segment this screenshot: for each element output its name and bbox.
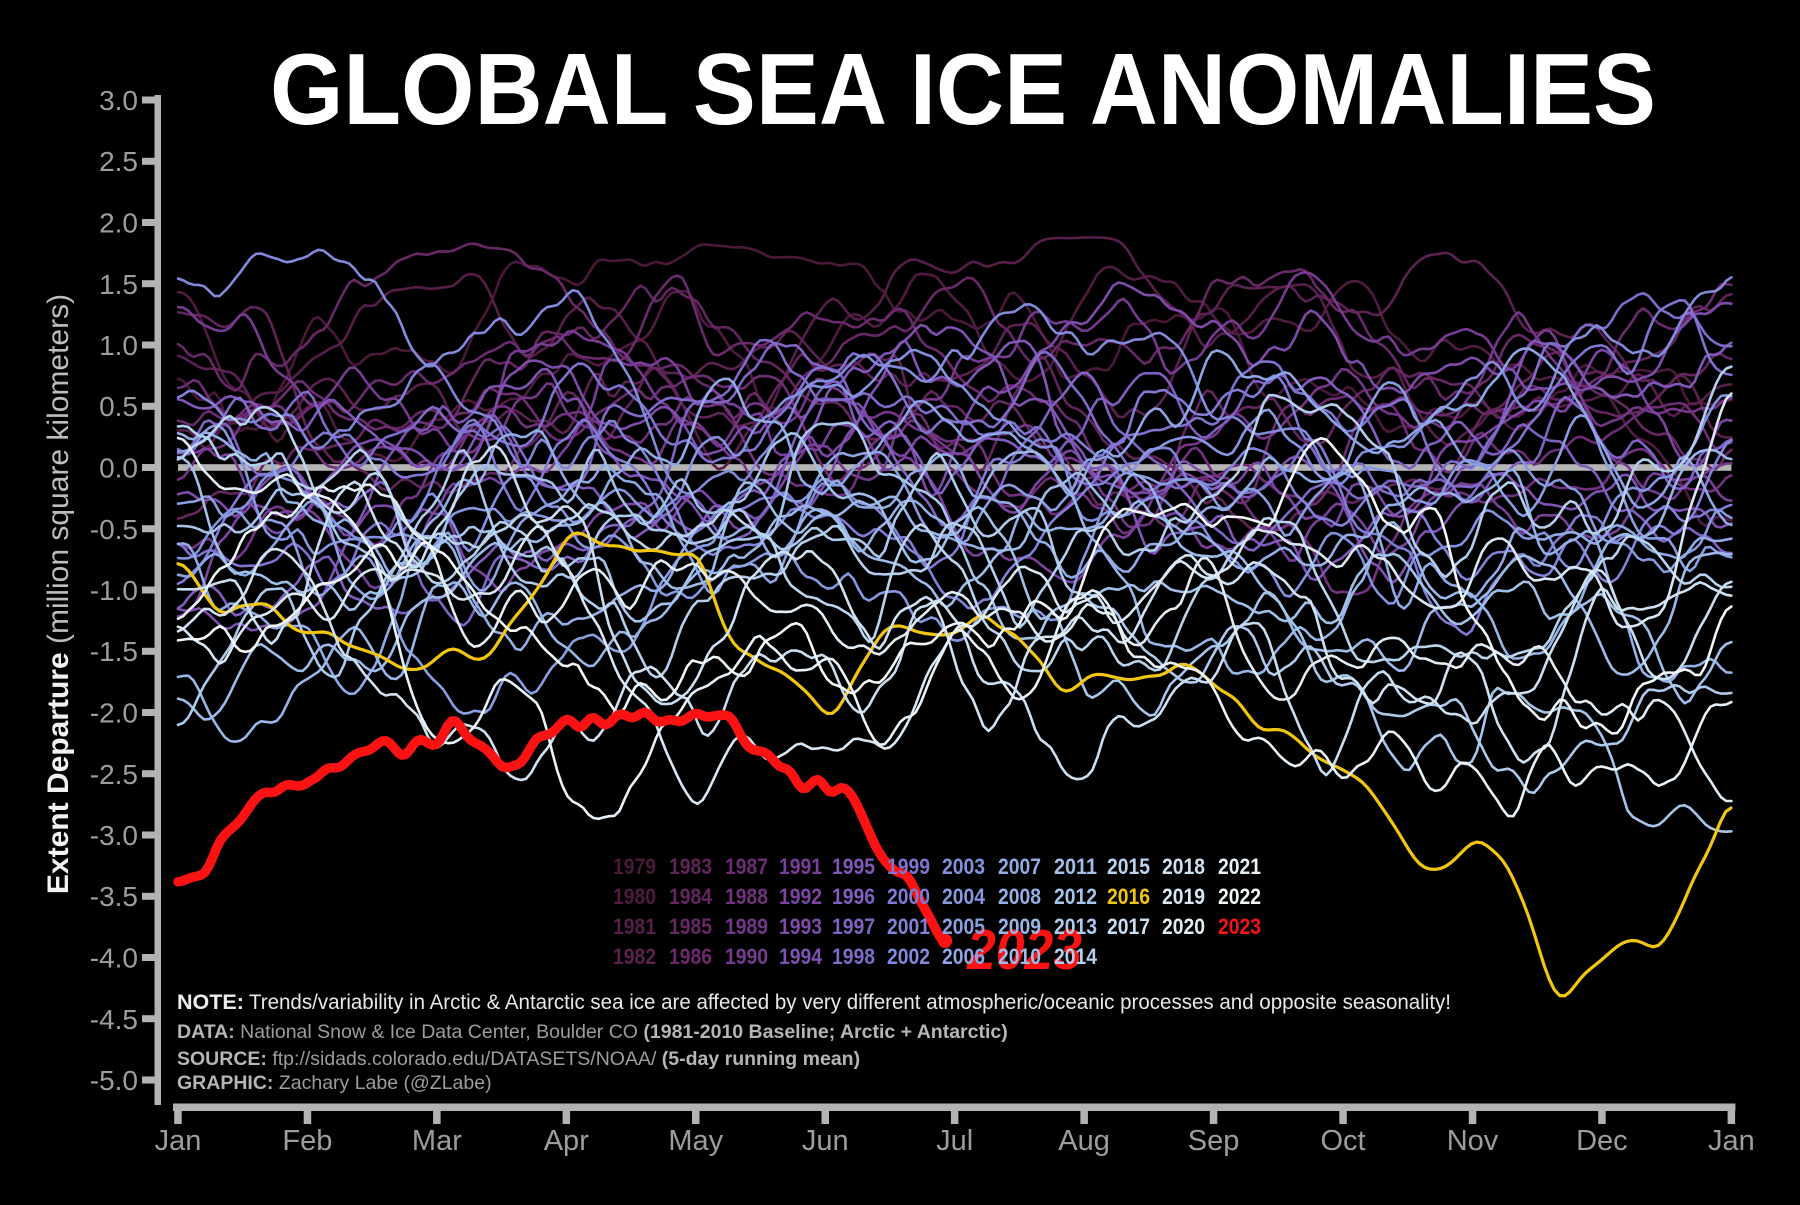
svg-text:1989: 1989 bbox=[725, 914, 768, 939]
svg-text:2019: 2019 bbox=[1162, 884, 1205, 909]
svg-text:-1.5: -1.5 bbox=[90, 636, 138, 667]
svg-text:1986: 1986 bbox=[669, 944, 712, 969]
svg-text:1999: 1999 bbox=[887, 854, 930, 879]
svg-text:-2.0: -2.0 bbox=[90, 698, 138, 729]
svg-text:1991: 1991 bbox=[779, 854, 822, 879]
svg-text:1997: 1997 bbox=[832, 914, 875, 939]
svg-text:1980: 1980 bbox=[613, 884, 656, 909]
svg-text:1.0: 1.0 bbox=[99, 330, 138, 361]
svg-text:2015: 2015 bbox=[1107, 854, 1150, 879]
svg-text:1985: 1985 bbox=[669, 914, 712, 939]
svg-text:2001: 2001 bbox=[887, 914, 930, 939]
svg-text:-4.0: -4.0 bbox=[90, 943, 138, 974]
svg-text:1995: 1995 bbox=[832, 854, 875, 879]
svg-text:1984: 1984 bbox=[669, 884, 712, 909]
svg-text:GLOBAL SEA ICE ANOMALIES: GLOBAL SEA ICE ANOMALIES bbox=[270, 34, 1656, 146]
svg-text:2.5: 2.5 bbox=[99, 146, 138, 177]
svg-text:1993: 1993 bbox=[779, 914, 822, 939]
svg-text:NOTE:: NOTE: bbox=[177, 990, 244, 1014]
svg-text:2023: 2023 bbox=[1218, 914, 1261, 939]
svg-text:2003: 2003 bbox=[942, 854, 985, 879]
svg-text:1992: 1992 bbox=[779, 884, 822, 909]
svg-text:2018: 2018 bbox=[1162, 854, 1205, 879]
svg-text:-3.5: -3.5 bbox=[90, 881, 138, 912]
svg-text:-2.5: -2.5 bbox=[90, 759, 138, 790]
svg-text:2020: 2020 bbox=[1162, 914, 1205, 939]
svg-text:2.0: 2.0 bbox=[99, 208, 138, 239]
svg-text:1982: 1982 bbox=[613, 944, 656, 969]
svg-text:-5.0: -5.0 bbox=[90, 1065, 138, 1096]
svg-text:2011: 2011 bbox=[1054, 854, 1097, 879]
svg-text:2008: 2008 bbox=[998, 884, 1041, 909]
svg-text:0.0: 0.0 bbox=[99, 453, 138, 484]
svg-text:Jan: Jan bbox=[155, 1125, 202, 1157]
svg-text:-1.0: -1.0 bbox=[90, 575, 138, 606]
svg-text:2009: 2009 bbox=[998, 914, 1041, 939]
svg-text:Feb: Feb bbox=[282, 1125, 332, 1157]
svg-text:1998: 1998 bbox=[832, 944, 875, 969]
svg-text:2010: 2010 bbox=[998, 944, 1041, 969]
svg-text:1994: 1994 bbox=[779, 944, 822, 969]
svg-text:2002: 2002 bbox=[887, 944, 930, 969]
svg-text:1990: 1990 bbox=[725, 944, 768, 969]
svg-text:Trends/variability in Arctic &: Trends/variability in Arctic & Antarctic… bbox=[249, 990, 1451, 1014]
svg-text:1983: 1983 bbox=[669, 854, 712, 879]
svg-text:2006: 2006 bbox=[942, 944, 985, 969]
svg-text:2005: 2005 bbox=[942, 914, 985, 939]
svg-text:Dec: Dec bbox=[1576, 1125, 1628, 1157]
svg-text:-3.0: -3.0 bbox=[90, 820, 138, 851]
svg-text:Jan: Jan bbox=[1708, 1125, 1755, 1157]
svg-text:2007: 2007 bbox=[998, 854, 1041, 879]
svg-text:Jun: Jun bbox=[802, 1125, 849, 1157]
svg-text:1987: 1987 bbox=[725, 854, 768, 879]
svg-text:DATA: National Snow & Ice Data: DATA: National Snow & Ice Data Center, B… bbox=[177, 1021, 1008, 1043]
svg-text:-4.5: -4.5 bbox=[90, 1004, 138, 1035]
svg-text:-0.5: -0.5 bbox=[90, 514, 138, 545]
svg-text:3.0: 3.0 bbox=[99, 85, 138, 116]
svg-text:2017: 2017 bbox=[1107, 914, 1150, 939]
svg-text:GRAPHIC: Zachary Labe (@ZLabe): GRAPHIC: Zachary Labe (@ZLabe) bbox=[177, 1072, 492, 1094]
svg-text:0.5: 0.5 bbox=[99, 391, 138, 422]
svg-text:Sep: Sep bbox=[1188, 1125, 1240, 1157]
svg-text:1.5: 1.5 bbox=[99, 269, 138, 300]
svg-text:1988: 1988 bbox=[725, 884, 768, 909]
svg-text:1979: 1979 bbox=[613, 854, 656, 879]
svg-text:2012: 2012 bbox=[1054, 884, 1097, 909]
svg-text:Jul: Jul bbox=[936, 1125, 973, 1157]
svg-text:2014: 2014 bbox=[1054, 944, 1097, 969]
svg-text:1981: 1981 bbox=[613, 914, 656, 939]
svg-text:2022: 2022 bbox=[1218, 884, 1261, 909]
svg-text:Oct: Oct bbox=[1320, 1125, 1365, 1157]
svg-text:Extent Departure (million squa: Extent Departure (million square kilomet… bbox=[42, 294, 75, 894]
svg-text:2013: 2013 bbox=[1054, 914, 1097, 939]
svg-text:Apr: Apr bbox=[544, 1125, 589, 1157]
svg-text:Mar: Mar bbox=[412, 1125, 462, 1157]
svg-text:1996: 1996 bbox=[832, 884, 875, 909]
svg-text:2021: 2021 bbox=[1218, 854, 1261, 879]
svg-text:2016: 2016 bbox=[1107, 884, 1150, 909]
svg-text:2000: 2000 bbox=[887, 884, 930, 909]
svg-text:Nov: Nov bbox=[1447, 1125, 1499, 1157]
svg-text:SOURCE: ftp://sidads.colorado.: SOURCE: ftp://sidads.colorado.edu/DATASE… bbox=[177, 1048, 860, 1070]
svg-text:2004: 2004 bbox=[942, 884, 985, 909]
svg-text:Aug: Aug bbox=[1058, 1125, 1110, 1157]
svg-text:2023: 2023 bbox=[966, 918, 1082, 982]
svg-text:May: May bbox=[668, 1125, 723, 1157]
